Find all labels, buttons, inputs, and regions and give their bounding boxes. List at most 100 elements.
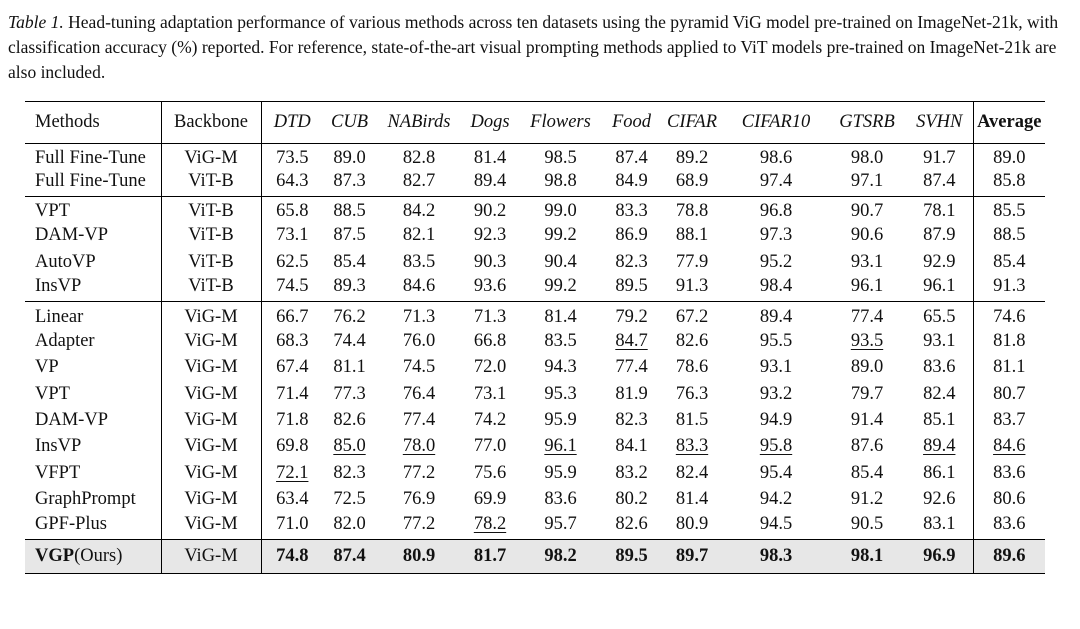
header-dataset: GTSRB: [839, 112, 895, 132]
value-cell: 87.3: [333, 170, 366, 191]
value-cell: 83.1: [923, 513, 956, 534]
table-row: AutoVP ViT-B 62.5 85.4 83.5 90.3 90.4 82.3 77.9 9…: [25, 249, 1045, 276]
method-name-bold: VGP: [35, 545, 75, 566]
header-dataset: Dogs: [470, 112, 510, 132]
value-cell: 94.2: [759, 489, 793, 510]
value-cell: 93.5: [850, 330, 884, 351]
value-cell: 89.3: [333, 276, 366, 297]
value-cell: 82.4: [675, 462, 709, 483]
value-cell: 78.1: [923, 201, 956, 222]
method-cell: GraphPrompt: [35, 489, 136, 510]
average-cell: 80.6: [972, 486, 1045, 513]
value-cell: 87.4: [923, 170, 956, 191]
header-dataset: Food: [611, 112, 652, 132]
table-row: InsVP ViT-B 74.5 89.3 84.6 93.6 99.2 89.5 91.3 98…: [25, 275, 1045, 302]
value-cell: 71.3: [473, 306, 507, 327]
value-cell: 82.8: [402, 148, 436, 169]
value-cell: 82.3: [615, 410, 648, 431]
method-cell: Full Fine-Tune: [35, 170, 146, 191]
value-cell: 87.4: [615, 148, 648, 169]
value-cell: 93.1: [850, 251, 884, 272]
header-dataset: DTD: [260, 101, 323, 144]
value-cell: 68.3: [260, 328, 323, 355]
value-cell: 90.4: [544, 251, 577, 272]
value-cell: 83.5: [402, 251, 436, 272]
value-cell: 71.3: [402, 306, 436, 327]
average-cell: 83.7: [972, 407, 1045, 434]
value-cell: 96.8: [759, 201, 793, 222]
table-row: VFPT ViG-M 72.1 82.3 77.2 75.6 95.9 83.2 82.4 95.…: [25, 460, 1045, 487]
method-cell: Full Fine-Tune: [35, 148, 146, 169]
value-cell: 82.3: [615, 251, 648, 272]
value-cell: 80.9: [402, 545, 436, 566]
value-cell: 96.1: [850, 276, 884, 297]
table-row: VPT ViT-B 65.8 88.5 84.2 90.2 99.0 83.3 78.8 96.8…: [25, 196, 1045, 223]
value-cell: 92.9: [923, 251, 956, 272]
value-cell: 95.3: [544, 383, 577, 404]
group-vig-methods: Linear ViG-M 66.7 76.2 71.3 71.3 81.4 79.2 67.2 8…: [25, 301, 1045, 540]
group-ours: VGP(Ours) ViG-M 74.8 87.4 80.9 81.7 98.2…: [25, 539, 1045, 574]
value-cell: 89.2: [675, 148, 709, 169]
value-cell: 98.4: [759, 276, 793, 297]
average-cell: 89.0: [972, 143, 1045, 170]
header-average: Average: [972, 101, 1045, 144]
method-cell: GPF-Plus: [35, 513, 107, 534]
value-cell: 75.6: [473, 462, 507, 483]
table-row-ours: VGP(Ours) ViG-M 74.8 87.4 80.9 81.7 98.2…: [25, 539, 1045, 574]
value-cell: 98.3: [759, 545, 793, 566]
average-cell: 84.6: [972, 433, 1045, 461]
value-cell: 76.2: [333, 306, 366, 327]
backbone-cell: ViG-M: [160, 460, 261, 487]
value-cell: 89.0: [333, 148, 366, 169]
value-cell: 93.1: [759, 357, 793, 378]
table-row: VP ViG-M 67.4 81.1 74.5 72.0 94.3 77.4 78.6 93.1 8…: [25, 354, 1045, 382]
table-row: Adapter ViG-M 68.3 74.4 76.0 66.8 83.5 84.7 82.6…: [25, 328, 1045, 355]
backbone-cell: ViG-M: [160, 301, 261, 329]
value-cell: 81.5: [675, 410, 709, 431]
value-cell: 84.6: [402, 276, 436, 297]
backbone-cell: ViG-M: [160, 328, 261, 355]
value-cell: 67.2: [675, 306, 709, 327]
backbone-cell: ViT-B: [160, 169, 261, 197]
value-cell: 79.7: [850, 383, 884, 404]
value-cell: 85.0: [333, 436, 366, 457]
value-cell: 83.6: [544, 489, 577, 510]
value-cell: 98.8: [544, 170, 577, 191]
value-cell: 84.9: [615, 170, 648, 191]
value-cell: 98.1: [850, 545, 884, 566]
value-cell: 84.7: [615, 330, 648, 351]
backbone-cell: ViT-B: [160, 249, 261, 276]
value-cell: 78.2: [473, 513, 507, 534]
value-cell: 69.9: [473, 489, 507, 510]
value-cell: 94.9: [759, 410, 793, 431]
value-cell: 77.4: [850, 306, 884, 327]
table-row: Linear ViG-M 66.7 76.2 71.3 71.3 81.4 79.2 67.2 8…: [25, 301, 1045, 329]
value-cell: 76.0: [402, 330, 436, 351]
table-row: InsVP ViG-M 69.8 85.0 78.0 77.0 96.1 84.1 83.3 95…: [25, 433, 1045, 461]
value-cell: 83.3: [675, 436, 709, 457]
value-cell: 81.9: [615, 383, 648, 404]
backbone-cell: ViG-M: [160, 354, 261, 382]
value-cell: 66.8: [473, 330, 507, 351]
group-full-finetune: Full Fine-Tune ViG-M 73.5 89.0 82.8 81.4 98.5 8…: [25, 143, 1045, 197]
table-row: Full Fine-Tune ViT-B 64.3 87.3 82.7 89.4 98.8 8…: [25, 169, 1045, 197]
value-cell: 77.2: [402, 513, 436, 534]
value-cell: 86.1: [923, 462, 956, 483]
average-cell: 83.6: [972, 512, 1045, 540]
backbone-cell: ViT-B: [160, 222, 261, 250]
method-cell: InsVP: [35, 276, 82, 297]
value-cell: 77.3: [333, 383, 366, 404]
method-cell: InsVP: [35, 436, 82, 457]
value-cell: 85.4: [333, 251, 366, 272]
value-cell: 91.2: [850, 489, 884, 510]
value-cell: 82.7: [402, 170, 436, 191]
average-cell: 85.4: [972, 249, 1045, 276]
value-cell: 98.0: [850, 148, 884, 169]
value-cell: 95.2: [759, 251, 793, 272]
method-cell: DAM-VP: [35, 410, 108, 431]
value-cell: 68.9: [675, 170, 709, 191]
value-cell: 89.4: [473, 170, 507, 191]
value-cell: 97.4: [759, 170, 793, 191]
value-cell: 78.0: [402, 436, 436, 457]
value-cell: 98.2: [544, 545, 577, 566]
